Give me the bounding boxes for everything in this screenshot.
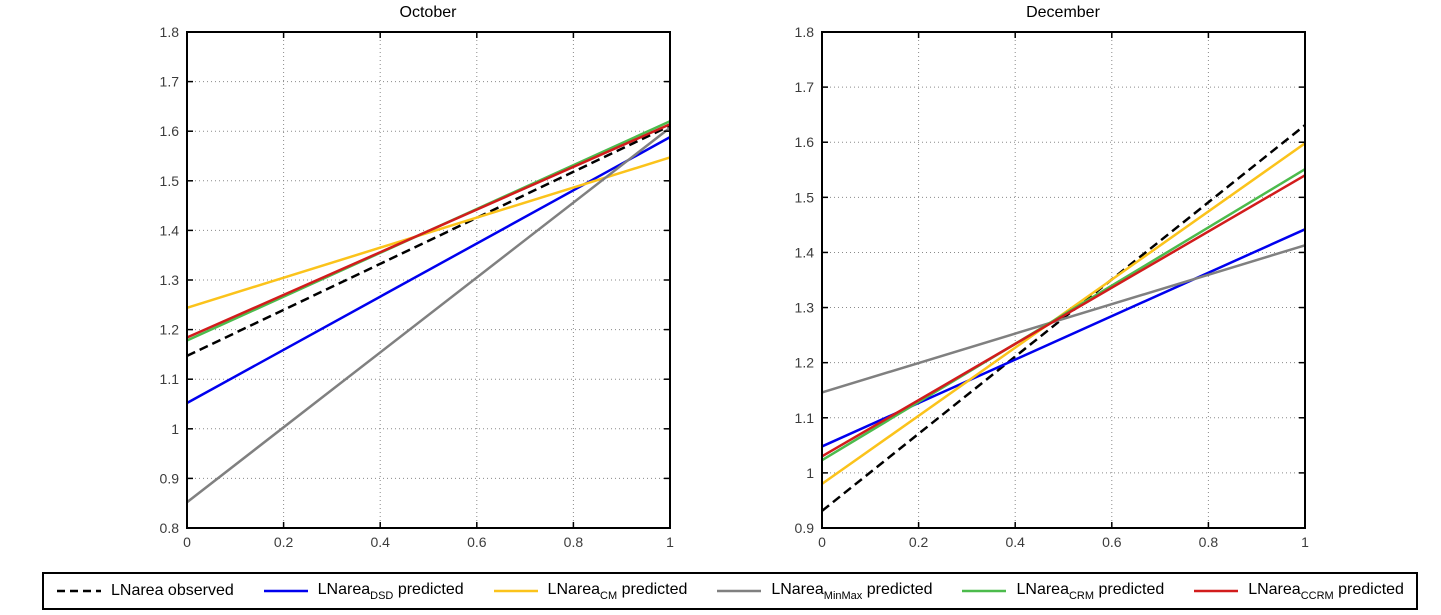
y-tick-label: 1.7: [795, 79, 815, 95]
series-line-observed: [186, 124, 671, 358]
y-tick-label: 1.8: [160, 24, 180, 40]
legend-item-observed: LNarea observed: [56, 582, 234, 600]
legend-label-cm: LNareaCM predicted: [547, 580, 688, 602]
y-tick-label: 1: [171, 421, 179, 437]
y-tick-label: 1: [806, 465, 814, 481]
series-line-minmax: [821, 244, 1306, 394]
chart-title-october: October: [399, 4, 457, 21]
legend-label-minmax: LNareaMinMax predicted: [771, 580, 933, 602]
y-tick-label: 1.4: [160, 222, 180, 238]
series-line-cm: [186, 156, 671, 309]
y-tick-label: 1.1: [795, 410, 815, 426]
legend-line-sample-observed: [57, 589, 101, 593]
y-tick-label: 0.9: [160, 470, 180, 486]
y-tick-label: 0.8: [160, 520, 180, 536]
legend-label-subscript-crm: CRM: [1068, 589, 1095, 602]
y-tick-label: 1.1: [160, 371, 180, 387]
y-tick-label: 1.5: [160, 173, 180, 189]
y-tick-label: 1.5: [795, 189, 815, 205]
series-line-minmax: [186, 126, 671, 504]
x-tick-label: 1: [666, 534, 674, 550]
x-tick-label: 0.4: [370, 534, 390, 550]
october-plot: 0 0.2 0.4 0.6 0.8 1 0.8 0.9 1 1.1 1.2 1.3 1.4 1.5 1.6 1…: [160, 24, 675, 550]
legend-item-dsd: LNareaDSD predicted: [263, 581, 464, 602]
chart-title-december: December: [1026, 4, 1100, 21]
y-tick-label: 1.7: [160, 74, 180, 90]
axes-box: [821, 31, 1306, 529]
x-tick-label: 0: [183, 534, 191, 550]
x-tick-label: 0.8: [564, 534, 584, 550]
december-plot: 0 0.2 0.4 0.6 0.8 1 0.9 1 1.1 1.2 1.3 1.4 1.5 1.6 1.7 1…: [795, 24, 1310, 550]
x-tick-label: 0.2: [909, 534, 929, 550]
series-line-ccrm: [186, 123, 671, 339]
x-tick-label: 0.6: [467, 534, 487, 550]
x-tick-label: 0: [818, 534, 826, 550]
x-tick-label: 0.8: [1199, 534, 1219, 550]
x-tick-label: 1: [1301, 534, 1309, 550]
y-tick-label: 1.2: [160, 322, 180, 338]
legend-line-sample-minmax: [717, 589, 762, 593]
legend-item-minmax: LNareaMinMax predicted: [716, 580, 933, 602]
x-tick-label: 0.2: [274, 534, 294, 550]
series-line-ccrm: [821, 174, 1306, 458]
y-tick-label: 1.2: [795, 355, 815, 371]
legend-label-subscript-ccrm: CCRM: [1300, 589, 1334, 602]
legend-label-dsd: LNareaDSD predicted: [317, 580, 464, 602]
y-tick-label: 1.6: [160, 123, 180, 139]
x-tick-label: 0.4: [1005, 534, 1025, 550]
legend-label-subscript-cm: CM: [600, 589, 618, 602]
legend-label-ccrm: LNareaCCRM predicted: [1248, 580, 1404, 602]
y-tick-label: 1.3: [795, 300, 815, 316]
legend-item-crm: LNareaCRM predicted: [961, 581, 1164, 602]
legend-line-sample-ccrm: [1194, 589, 1239, 593]
legend-label-crm: LNareaCRM predicted: [1016, 580, 1165, 602]
legend: LNarea observed LNareaDSD predicted LNarea…: [42, 572, 1418, 610]
legend-line-sample-dsd: [263, 589, 308, 593]
y-tick-label: 1.4: [795, 244, 815, 260]
legend-line-sample-crm: [962, 589, 1007, 593]
x-tick-label: 0.6: [1102, 534, 1122, 550]
y-tick-label: 1.3: [160, 272, 180, 288]
legend-item-ccrm: LNareaCCRM predicted: [1193, 581, 1404, 602]
legend-label-subscript-minmax: MinMax: [823, 589, 863, 602]
legend-item-cm: LNareaCM predicted: [493, 580, 688, 602]
legend-line-sample-cm: [493, 589, 538, 593]
series-line-dsd: [186, 136, 671, 405]
y-tick-label: 0.9: [795, 520, 815, 536]
y-tick-label: 1.6: [795, 134, 815, 150]
legend-label-subscript-dsd: DSD: [370, 589, 394, 602]
y-tick-label: 1.8: [795, 24, 815, 40]
legend-label-observed: LNarea observed: [111, 582, 234, 599]
